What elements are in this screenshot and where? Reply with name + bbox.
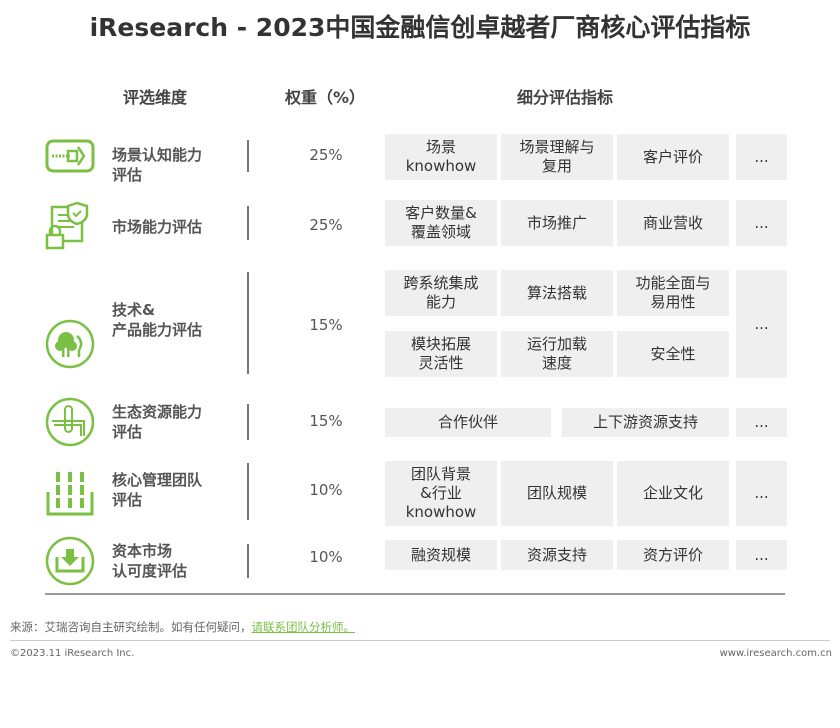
more-indicators: ...	[736, 200, 787, 246]
indicator-text: 团队规模	[526, 484, 587, 502]
row-divider	[247, 544, 249, 578]
contact-analyst-link[interactable]: 请联系团队分析师。	[251, 620, 356, 634]
indicator-text: 场景理解与 复用	[519, 138, 595, 175]
dimension-label: 场景认知能力 评估	[112, 145, 202, 185]
indicator-box: 商业营收	[617, 200, 729, 246]
weight-value: 10%	[309, 481, 343, 499]
indicator-text: 上下游资源支持	[592, 413, 698, 431]
indicator-box: 功能全面与 易用性	[617, 270, 729, 316]
header-indicators: 细分评估指标	[516, 88, 613, 107]
indicator-box: 团队背景 &行业 knowhow	[385, 461, 497, 526]
indicator-box: 场景 knowhow	[385, 134, 497, 180]
indicator-box: 模块拓展 灵活性	[385, 331, 497, 377]
indicator-text: 跨系统集成 能力	[403, 274, 479, 311]
indicator-text: 运行加载 速度	[526, 335, 587, 372]
website: www.iresearch.com.cn	[719, 648, 832, 659]
document-lock-shield-icon	[44, 199, 96, 251]
more-indicators: ...	[736, 134, 787, 180]
more-indicators: ...	[736, 270, 787, 378]
team-bars-icon	[44, 466, 96, 518]
more-indicators: ...	[736, 408, 787, 437]
row-divider	[247, 272, 249, 374]
indicator-text: 安全性	[650, 344, 696, 363]
source-text: 来源：艾瑞咨询自主研究绘制。如有任何疑问，	[10, 620, 252, 634]
indicator-text: 市场推广	[526, 213, 587, 232]
indicator-box: 算法搭载	[501, 270, 613, 316]
row-divider	[247, 140, 249, 172]
indicator-box: 市场推广	[501, 200, 613, 246]
weight-value: 15%	[309, 412, 343, 430]
weight-value: 15%	[309, 316, 343, 334]
copyright: ©2023.11 iResearch Inc.	[10, 648, 135, 659]
row-divider	[247, 404, 249, 440]
source-note: 来源：艾瑞咨询自主研究绘制。如有任何疑问，请联系团队分析师。	[10, 619, 355, 635]
dimension-label-line: 市场能力评估	[112, 218, 203, 236]
indicator-box: 上下游资源支持	[562, 408, 729, 437]
dimension-label-line: 核心管理团队	[112, 471, 203, 489]
indicator-box: 融资规模	[385, 540, 497, 570]
indicator-box: 合作伙伴	[385, 408, 551, 437]
dimension-label-line: 资本市场	[112, 542, 173, 560]
dimension-label-line: 评估	[112, 166, 143, 184]
more-indicators: ...	[736, 540, 787, 570]
indicator-box: 客户评价	[617, 134, 729, 180]
indicator-text: 模块拓展 灵活性	[410, 335, 471, 372]
header-dimension: 评选维度	[122, 88, 187, 107]
dimension-label: 资本市场 认可度评估	[112, 541, 187, 581]
indicator-box: 资源支持	[501, 540, 613, 570]
weight-value: 25%	[309, 146, 343, 164]
dimension-label: 生态资源能力 评估	[112, 402, 202, 442]
header-weight: 权重（%）	[284, 88, 366, 107]
trees-icon	[44, 318, 96, 370]
indicator-box: 客户数量& 覆盖领域	[385, 200, 497, 246]
dimension-label-line: 认可度评估	[112, 562, 188, 580]
indicator-box: 安全性	[617, 331, 729, 377]
weight-value: 10%	[309, 548, 343, 566]
weight-value: 25%	[309, 216, 343, 234]
indicator-box: 团队规模	[501, 461, 613, 526]
dimension-label: 市场能力评估	[112, 217, 202, 237]
dimension-label: 核心管理团队 评估	[112, 470, 202, 510]
zipper-icon	[44, 131, 96, 183]
indicator-box: 运行加载 速度	[501, 331, 613, 377]
indicator-text: 场景 knowhow	[405, 138, 477, 175]
dimension-label-line: 生态资源能力	[112, 403, 203, 421]
indicator-box: 资方评价	[617, 540, 729, 570]
row-divider	[247, 206, 249, 240]
indicator-text: 客户评价	[642, 147, 703, 166]
footer-divider	[10, 640, 830, 641]
indicator-text: 客户数量& 覆盖领域	[405, 204, 477, 241]
dimension-label-line: 产品能力评估	[112, 321, 203, 339]
paperclip-icon	[44, 396, 96, 448]
indicator-text: 资源支持	[526, 545, 587, 564]
indicator-text: 资方评价	[642, 545, 703, 564]
dimension-label-line: 场景认知能力	[112, 146, 203, 164]
indicator-box: 企业文化	[617, 461, 729, 526]
indicator-box: 场景理解与 复用	[501, 134, 613, 180]
indicator-text: 功能全面与 易用性	[635, 274, 711, 311]
row-divider	[247, 463, 249, 520]
indicator-text: 企业文化	[642, 484, 703, 502]
table-bottom-divider	[45, 593, 785, 595]
indicator-box: 跨系统集成 能力	[385, 270, 497, 316]
dimension-label: 技术& 产品能力评估	[112, 300, 202, 340]
download-tray-icon	[44, 535, 96, 587]
dimension-label-line: 评估	[112, 491, 143, 509]
page-title: iResearch - 2023中国金融信创卓越者厂商核心评估指标	[89, 13, 751, 42]
indicator-text: 融资规模	[410, 545, 471, 564]
indicator-text: 团队背景 &行业 knowhow	[405, 465, 477, 521]
more-indicators: ...	[736, 461, 787, 526]
dimension-label-line: 评估	[112, 423, 143, 441]
dimension-label-line: 技术&	[112, 301, 156, 319]
indicator-text: 合作伙伴	[437, 413, 498, 431]
indicator-text: 算法搭载	[526, 283, 587, 302]
indicator-text: 商业营收	[642, 213, 703, 232]
